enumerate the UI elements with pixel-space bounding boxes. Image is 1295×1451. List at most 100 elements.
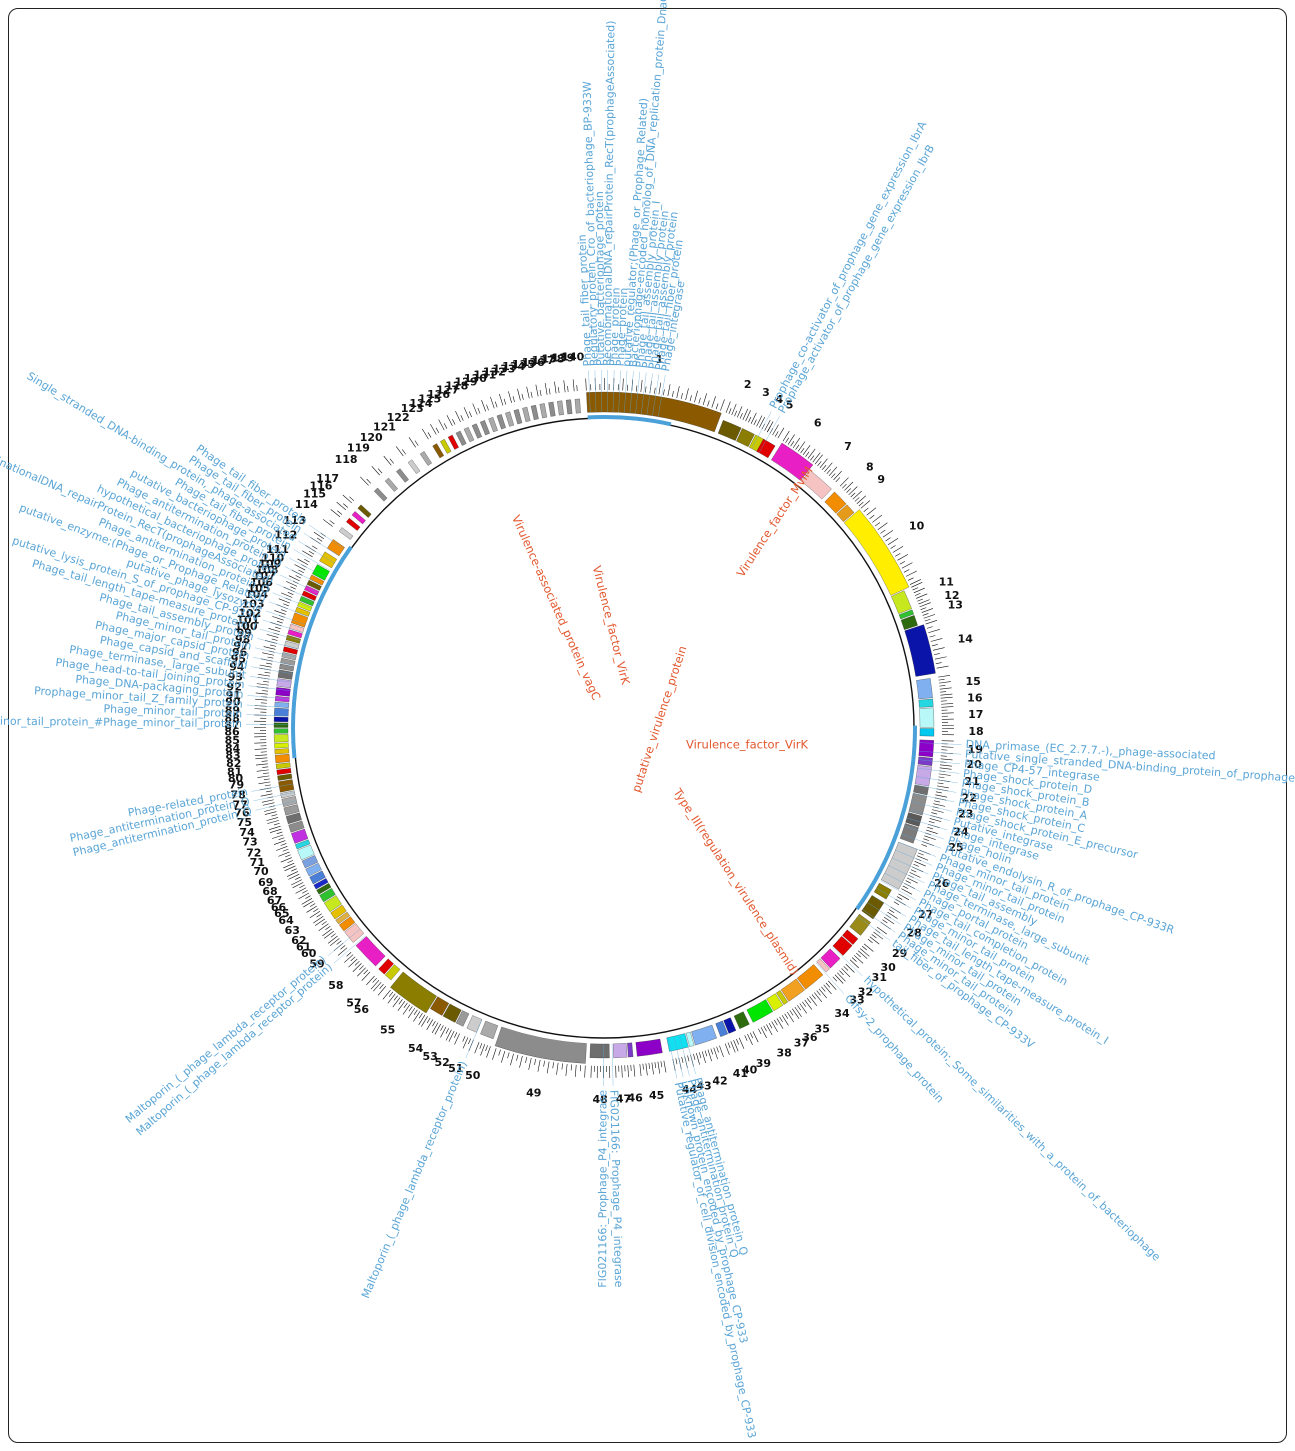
scale-tick <box>303 900 314 908</box>
region-id: 58 <box>328 979 343 992</box>
scale-tick <box>337 947 348 956</box>
scale-tick <box>940 696 953 699</box>
scale-tick <box>260 793 273 797</box>
scale-tick <box>910 869 917 873</box>
region-id: 133 <box>492 363 515 376</box>
scale-tick <box>454 1032 458 1038</box>
scale-tick <box>876 926 888 935</box>
label-connector <box>884 872 921 892</box>
region-id: 123 <box>401 402 424 415</box>
scale-tick <box>736 1038 740 1045</box>
scale-tick <box>468 411 472 418</box>
region-id: 111 <box>266 543 289 556</box>
scale-tick <box>934 800 941 803</box>
scale-tick <box>917 598 923 602</box>
label-connector <box>246 704 289 708</box>
label-connector <box>918 759 961 765</box>
region-block <box>463 427 475 443</box>
region-block <box>280 790 296 799</box>
region-id: 69 <box>258 876 273 889</box>
scale-tick <box>914 592 921 596</box>
scale-tick <box>262 802 275 806</box>
scale-tick <box>859 948 870 957</box>
scale-tick <box>934 656 947 660</box>
scale-tick <box>395 446 404 457</box>
scale-tick <box>402 1004 411 1015</box>
scale-tick <box>280 857 292 863</box>
region-block <box>323 895 342 913</box>
region-id: 84 <box>225 742 241 755</box>
scale-tick <box>933 803 946 807</box>
scale-tick <box>704 1050 708 1057</box>
region-block <box>548 401 556 417</box>
scale-tick <box>346 952 352 957</box>
scale-tick <box>271 638 278 641</box>
region-block <box>273 716 289 723</box>
scale-tick <box>713 1047 718 1060</box>
scale-tick <box>935 791 942 794</box>
region-id: 54 <box>408 1042 424 1055</box>
label-connector <box>247 695 290 700</box>
region-block <box>273 722 289 728</box>
scale-tick <box>936 785 949 789</box>
scale-tick <box>445 1029 452 1041</box>
label-connector <box>831 946 863 976</box>
scale-tick <box>421 1016 428 1027</box>
region-id: 61 <box>296 941 311 954</box>
region-block <box>297 844 315 861</box>
region-id: 30 <box>880 961 896 974</box>
scale-tick <box>350 956 356 962</box>
label-connector <box>262 619 303 633</box>
scale-tick <box>294 564 306 571</box>
scale-tick <box>839 477 849 487</box>
scale-tick <box>727 1042 731 1049</box>
region-block <box>297 601 313 612</box>
region-block <box>319 551 338 569</box>
gene-label: hypothetical_protein;_Some_similarities_… <box>861 974 1163 1264</box>
region-id: 99 <box>237 626 252 639</box>
scale-tick <box>546 1061 550 1074</box>
label-connector <box>901 833 942 849</box>
scale-tick <box>794 1006 802 1018</box>
region-id: 67 <box>267 894 282 907</box>
region-id: 65 <box>274 907 289 920</box>
scale-tick <box>268 628 281 633</box>
region-id: 81 <box>227 765 242 778</box>
region-id: 32 <box>858 986 873 999</box>
region-block <box>338 527 354 540</box>
label-connector <box>898 841 937 857</box>
scale-tick <box>585 378 587 391</box>
scale-tick <box>539 389 542 396</box>
scale-tick <box>414 440 419 446</box>
region-id: 21 <box>964 775 979 788</box>
region-block <box>280 657 296 666</box>
scale-tick <box>675 1058 678 1065</box>
label-connector <box>857 916 890 941</box>
label-connector <box>919 742 962 745</box>
scale-tick <box>572 379 575 392</box>
region-id: 124 <box>409 397 432 410</box>
scale-tick <box>941 712 954 714</box>
scale-tick <box>896 896 903 900</box>
scale-tick <box>918 599 930 605</box>
region-block <box>891 590 912 614</box>
scale-tick <box>507 1052 510 1059</box>
scale-tick <box>642 1063 644 1070</box>
label-connector <box>646 373 653 415</box>
scale-tick <box>936 665 949 669</box>
region-block <box>494 1026 587 1064</box>
scale-tick <box>834 974 844 984</box>
region-id: 91 <box>226 689 241 702</box>
scale-tick <box>316 913 322 918</box>
scale-tick <box>446 415 453 427</box>
scale-tick <box>286 581 298 587</box>
scale-tick <box>916 593 928 599</box>
region-id: 106 <box>250 576 273 589</box>
scale-tick <box>818 988 827 999</box>
region-block <box>801 470 832 500</box>
region-id: 7 <box>844 440 852 453</box>
scale-tick <box>516 1054 519 1061</box>
scale-tick <box>767 421 774 433</box>
scale-tick <box>905 570 917 577</box>
scale-tick <box>867 938 873 944</box>
